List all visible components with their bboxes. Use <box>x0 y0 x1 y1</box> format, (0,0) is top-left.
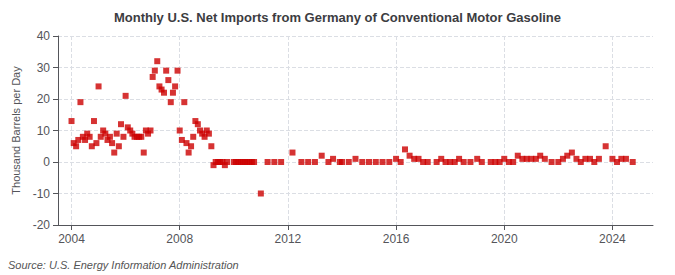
svg-text:2012: 2012 <box>275 232 302 246</box>
svg-text:0: 0 <box>43 155 50 169</box>
svg-text:Source: U.S. Energy Informatio: Source: U.S. Energy Information Administ… <box>8 259 239 271</box>
svg-text:-10: -10 <box>33 187 51 201</box>
svg-text:Monthly U.S. Net Imports from: Monthly U.S. Net Imports from Germany of… <box>114 10 561 25</box>
svg-text:-20: -20 <box>33 218 51 232</box>
svg-text:2016: 2016 <box>383 232 410 246</box>
svg-text:20: 20 <box>37 92 51 106</box>
svg-text:2004: 2004 <box>58 232 85 246</box>
svg-text:2008: 2008 <box>166 232 193 246</box>
svg-text:10: 10 <box>37 124 51 138</box>
svg-text:30: 30 <box>37 61 51 75</box>
svg-text:40: 40 <box>37 29 51 43</box>
svg-text:2024: 2024 <box>599 232 626 246</box>
svg-text:Thousand Barrels per Day: Thousand Barrels per Day <box>10 66 22 195</box>
svg-text:2020: 2020 <box>491 232 518 246</box>
